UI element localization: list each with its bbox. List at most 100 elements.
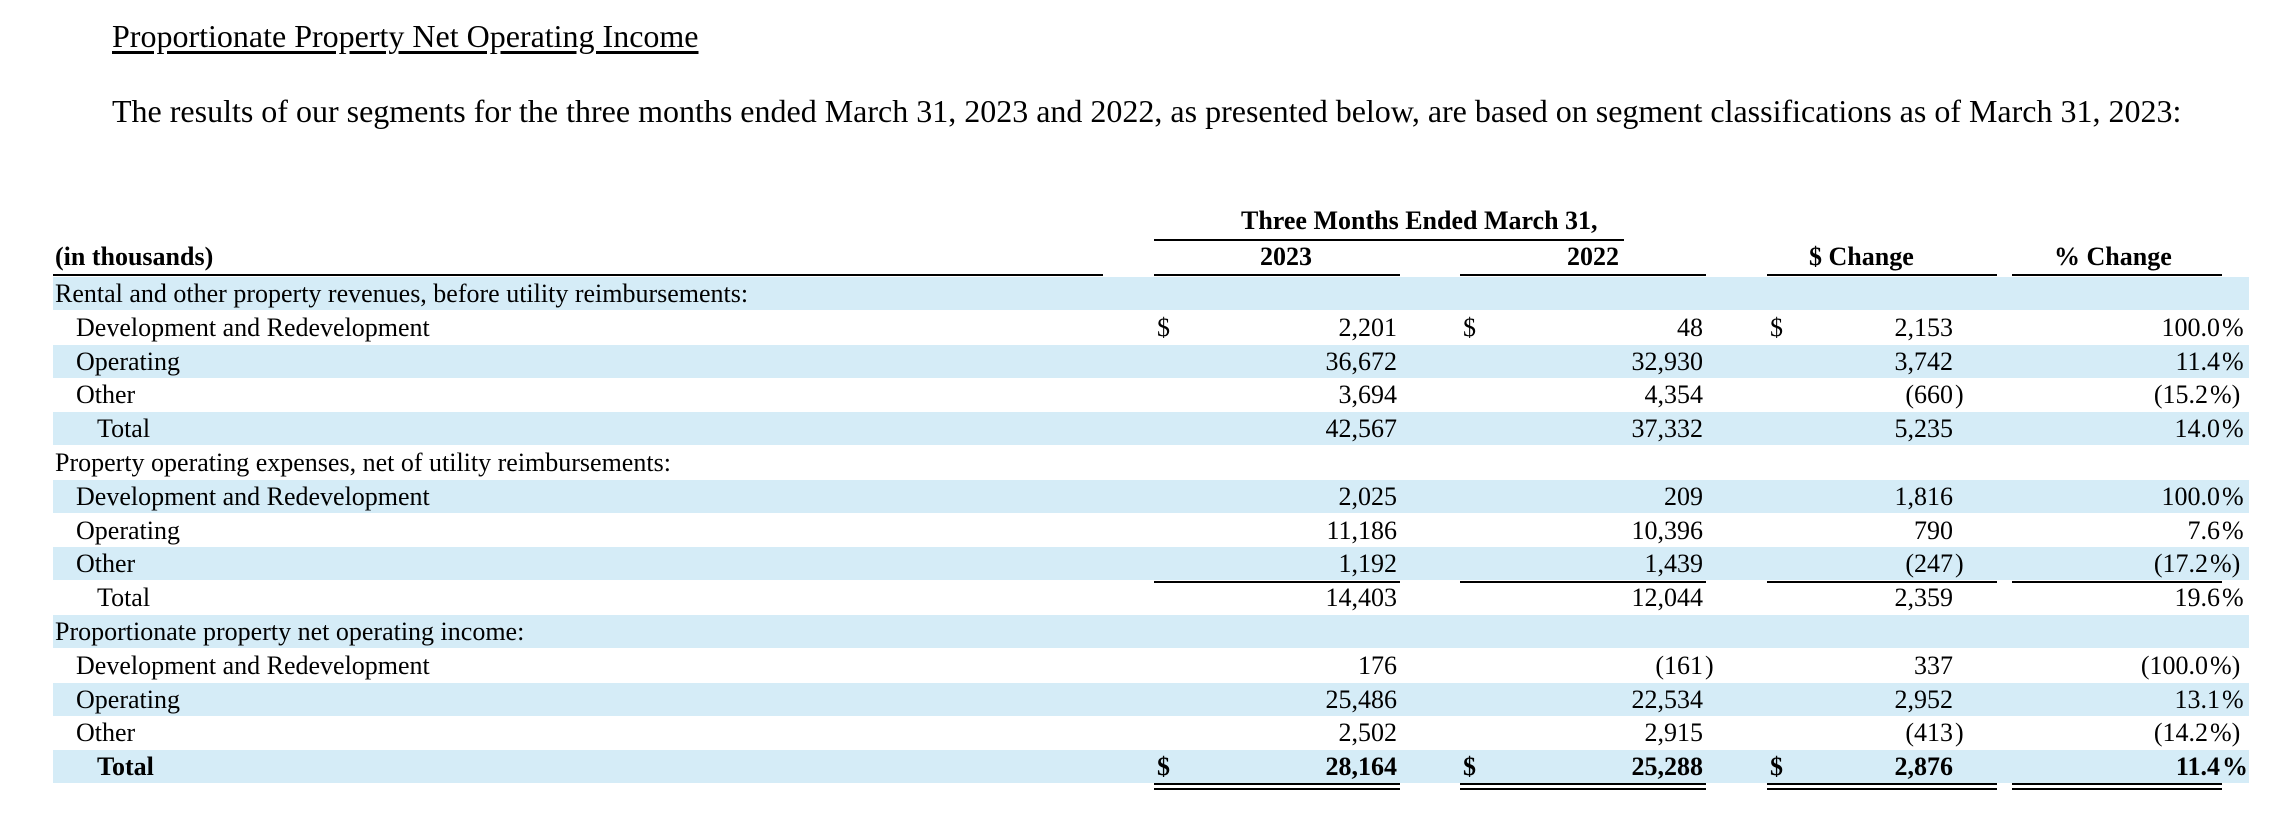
value-change-paren: ) <box>1955 549 1964 579</box>
value-2023: 3,694 <box>1338 380 1398 410</box>
value-2023: 36,672 <box>1325 346 1398 376</box>
value-2022: 32,930 <box>1631 346 1704 376</box>
subtotal-rule-pct <box>2012 581 2222 584</box>
row-band <box>53 547 2249 581</box>
value-change: 2,153 <box>1894 312 1954 342</box>
value-pct: 11.4 <box>2175 752 2220 782</box>
dollar-sign-2022: $ <box>1463 752 1476 782</box>
row-label: Development and Redevelopment <box>76 312 430 342</box>
value-2022: 37,332 <box>1631 414 1704 444</box>
row-band <box>53 277 2249 310</box>
row-band <box>53 750 2249 784</box>
value-2022: (161 <box>1655 650 1703 680</box>
col-pct-change-header: % Change <box>2054 242 2172 271</box>
value-2022-paren: ) <box>1705 650 1714 680</box>
value-2023: 42,567 <box>1325 414 1398 444</box>
total-label: Total <box>97 414 151 444</box>
value-change: 2,359 <box>1894 583 1954 613</box>
value-change-paren: ) <box>1955 718 1964 748</box>
row-band <box>53 344 2249 378</box>
intro-paragraph: The results of our segments for the thre… <box>112 93 2182 129</box>
grand-total-rule-change <box>1767 783 1997 790</box>
row-band <box>53 682 2249 716</box>
value-pct: 19.6 <box>2174 583 2221 613</box>
value-2022: 10,396 <box>1631 515 1704 545</box>
value-2022: 48 <box>1677 312 1703 342</box>
value-2023: 25,486 <box>1325 684 1398 714</box>
total-label: Total <box>97 752 154 782</box>
header-rule-pct <box>2012 274 2222 276</box>
value-2022: 4,354 <box>1644 380 1704 410</box>
section-title: Rental and other property revenues, befo… <box>55 279 749 308</box>
subtotal-rule-2022 <box>1460 581 1706 584</box>
period-header: Three Months Ended March 31, <box>1241 206 1598 235</box>
row-label: Other <box>76 380 136 410</box>
section-title: Property operating expenses, net of util… <box>55 448 671 477</box>
value-2022: 12,044 <box>1631 583 1704 613</box>
value-2023: 11,186 <box>1326 515 1397 545</box>
value-2023: 2,502 <box>1338 718 1398 748</box>
subtotal-rule-change <box>1767 581 1997 584</box>
section-title: Proportionate property net operating inc… <box>55 617 525 646</box>
dollar-sign-2022: $ <box>1463 312 1476 342</box>
value-2022: 1,439 <box>1644 549 1704 579</box>
grand-total-rule-2023 <box>1154 783 1400 790</box>
value-2023: 176 <box>1358 650 1397 680</box>
value-change: (660 <box>1905 380 1953 410</box>
row-band <box>53 479 2249 513</box>
row-label: Development and Redevelopment <box>76 481 430 511</box>
value-pct: (17.2 <box>2153 549 2208 579</box>
row-band <box>53 615 2249 648</box>
dollar-sign-2023: $ <box>1157 312 1170 342</box>
section-heading: Proportionate Property Net Operating Inc… <box>112 18 699 54</box>
value-pct-sign: % <box>2222 312 2244 342</box>
grand-total-rule-pct <box>2012 783 2222 790</box>
value-change: 2,952 <box>1894 684 1954 714</box>
row-label: Development and Redevelopment <box>76 650 430 680</box>
row-label: Operating <box>76 515 180 545</box>
value-2022: 22,534 <box>1631 684 1704 714</box>
total-label: Total <box>97 583 151 613</box>
units-label: (in thousands) <box>55 242 214 271</box>
value-pct: 13.1 <box>2174 684 2221 714</box>
value-change-paren: ) <box>1955 380 1964 410</box>
value-2023: 28,164 <box>1325 752 1398 782</box>
value-pct-sign: % <box>2222 515 2244 545</box>
row-label: Other <box>76 718 136 748</box>
value-pct: 100.0 <box>2161 312 2221 342</box>
col-2023-header: 2023 <box>1260 242 1312 271</box>
value-pct: (14.2 <box>2153 718 2208 748</box>
value-pct: (15.2 <box>2153 380 2208 410</box>
value-pct-sign: %) <box>2210 718 2241 748</box>
value-pct: (100.0 <box>2140 650 2208 680</box>
dollar-sign-change: $ <box>1770 312 1783 342</box>
value-pct-sign: %) <box>2210 380 2241 410</box>
value-change: (413 <box>1905 718 1953 748</box>
value-pct-sign: % <box>2222 346 2244 376</box>
row-label: Operating <box>76 346 180 376</box>
row-band <box>53 412 2249 446</box>
col-2022-header: 2022 <box>1567 242 1619 271</box>
value-change: 2,876 <box>1894 752 1954 782</box>
value-pct-sign: % <box>2222 583 2244 613</box>
value-change: 3,742 <box>1894 346 1954 376</box>
header-rule-change <box>1767 274 1997 276</box>
value-change: (247 <box>1905 549 1953 579</box>
value-pct: 7.6 <box>2187 515 2221 545</box>
value-pct: 14.0 <box>2174 414 2221 444</box>
value-pct-sign: % <box>2222 414 2244 444</box>
row-label: Operating <box>76 684 180 714</box>
value-change: 790 <box>1914 515 1953 545</box>
segment-results-table: Three Months Ended March 31, (in thousan… <box>53 200 2249 800</box>
value-2023: 2,201 <box>1338 312 1398 342</box>
value-pct: 11.4 <box>2175 346 2220 376</box>
value-2023: 2,025 <box>1338 481 1398 511</box>
value-2023: 14,403 <box>1325 583 1398 613</box>
value-pct-sign: % <box>2222 481 2244 511</box>
value-2023: 1,192 <box>1338 549 1398 579</box>
value-pct-sign: %) <box>2210 549 2241 579</box>
value-pct-sign: % <box>2222 684 2244 714</box>
value-pct-sign: % <box>2222 752 2248 782</box>
subtotal-rule-2023 <box>1154 581 1400 584</box>
dollar-sign-2023: $ <box>1157 752 1170 782</box>
